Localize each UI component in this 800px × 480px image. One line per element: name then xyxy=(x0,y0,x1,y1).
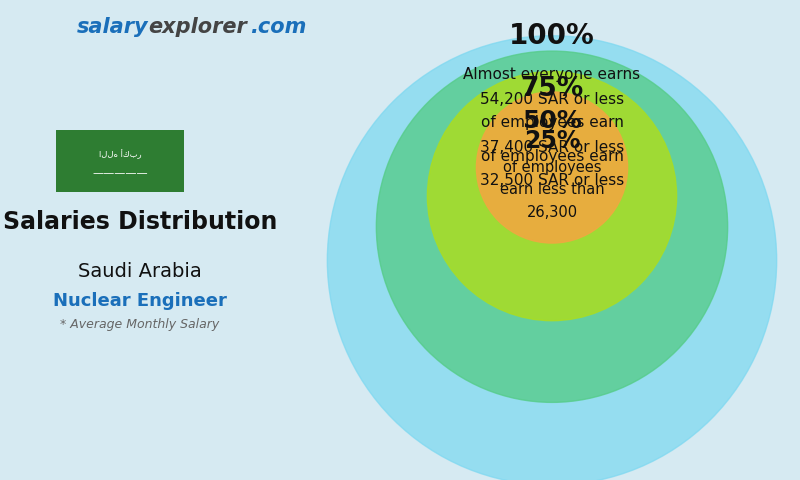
Text: Salaries Distribution: Salaries Distribution xyxy=(3,210,277,234)
Text: 26,300: 26,300 xyxy=(526,205,578,220)
Text: Almost everyone earns: Almost everyone earns xyxy=(463,67,641,82)
Circle shape xyxy=(477,92,627,243)
Text: 50%: 50% xyxy=(522,108,582,132)
Circle shape xyxy=(327,36,777,480)
Text: 100%: 100% xyxy=(509,22,595,50)
Text: 54,200 SAR or less: 54,200 SAR or less xyxy=(480,92,624,107)
Text: .com: .com xyxy=(250,17,306,37)
Circle shape xyxy=(427,72,677,321)
Text: of employees: of employees xyxy=(502,160,602,175)
Text: الله أكبر: الله أكبر xyxy=(98,150,142,159)
Circle shape xyxy=(376,51,728,402)
Text: Nuclear Engineer: Nuclear Engineer xyxy=(53,292,227,310)
Text: 75%: 75% xyxy=(520,76,584,102)
Text: 37,400 SAR or less: 37,400 SAR or less xyxy=(480,140,624,155)
Text: 25%: 25% xyxy=(524,129,580,153)
Text: —————: ————— xyxy=(92,168,148,178)
Text: salary: salary xyxy=(76,17,148,37)
Text: of employees earn: of employees earn xyxy=(481,115,623,130)
Text: 32,500 SAR or less: 32,500 SAR or less xyxy=(480,173,624,188)
Text: of employees earn: of employees earn xyxy=(481,149,623,164)
Text: Saudi Arabia: Saudi Arabia xyxy=(78,262,202,281)
Text: * Average Monthly Salary: * Average Monthly Salary xyxy=(60,318,220,331)
Text: explorer: explorer xyxy=(148,17,246,37)
Text: earn less than: earn less than xyxy=(500,182,604,197)
